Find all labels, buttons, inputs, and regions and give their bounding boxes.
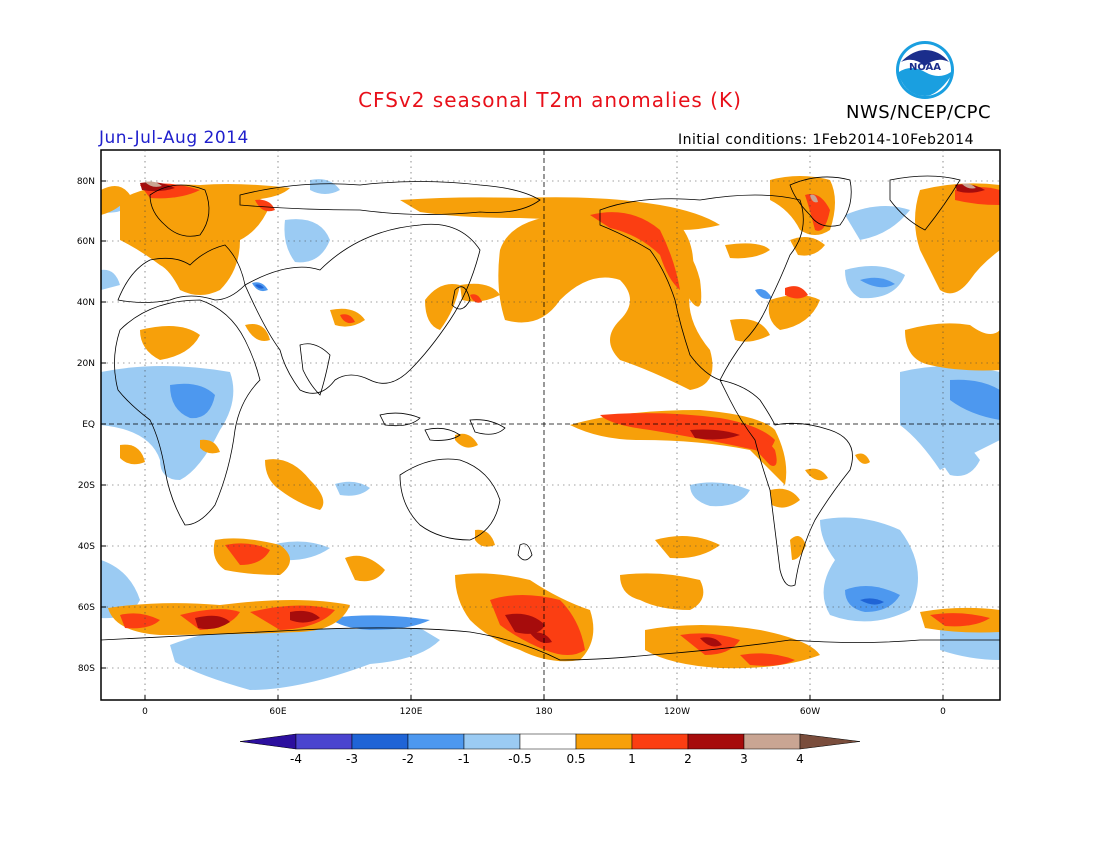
colorbar-bin <box>407 733 465 750</box>
colorbar-label: 1 <box>628 752 636 766</box>
colorbar-bin <box>295 733 353 750</box>
colorbar-bin <box>351 733 409 750</box>
longitude-label: 180 <box>535 707 552 717</box>
colorbar-label: 2 <box>684 752 692 766</box>
chart-title: CFSv2 seasonal T2m anomalies (K) <box>358 88 742 112</box>
antarctic-cold-core <box>330 615 430 630</box>
antarctic-cold-anomaly <box>170 626 440 690</box>
map-frame <box>100 149 1001 701</box>
initial-conditions: Initial conditions: 1Feb2014-10Feb2014 <box>678 132 974 148</box>
longitude-label: 60W <box>800 707 820 717</box>
coastlines <box>101 175 1000 661</box>
colorbar-label: 0.5 <box>566 752 585 766</box>
longitude-label: 120W <box>664 707 690 717</box>
latitude-label: 80S <box>78 664 95 674</box>
colorbar-label: -2 <box>402 752 414 766</box>
colorbar-label: 4 <box>796 752 804 766</box>
colorbar-label: -0.5 <box>508 752 531 766</box>
colorbar-min-triangle <box>239 733 297 750</box>
organization-label: NWS/NCEP/CPC <box>846 102 992 123</box>
latitude-label: 40N <box>77 298 95 308</box>
latitude-label: 40S <box>78 542 95 552</box>
colorbar-bin <box>687 733 745 750</box>
noaa-logo-text: NOAA <box>909 62 941 73</box>
colorbar-label: -1 <box>458 752 470 766</box>
latitude-label: EQ <box>82 420 95 430</box>
colorbar-max-triangle <box>799 733 861 750</box>
longitude-label: 0 <box>940 707 946 717</box>
longitude-label: 120E <box>400 707 423 717</box>
longitude-label: 60E <box>269 707 286 717</box>
colorbar-bin <box>519 733 577 750</box>
forecast-period: Jun-Jul-Aug 2014 <box>99 128 249 148</box>
noaa-logo-icon: NOAA <box>896 41 954 99</box>
colorbar-bin <box>631 733 689 750</box>
colorbar-label: -3 <box>346 752 358 766</box>
latitude-label: 20N <box>77 359 95 369</box>
colorbar-bin <box>463 733 521 750</box>
colorbar-bin <box>575 733 633 750</box>
colorbar-label: 3 <box>740 752 748 766</box>
latitude-label: 20S <box>78 481 95 491</box>
colorbar: -4 -3 -2 -1 -0.5 0.5 1 2 3 4 <box>239 733 861 766</box>
tropical-atlantic-cold-anomaly <box>101 366 234 480</box>
northeast-pacific-warm-anomaly <box>498 211 713 390</box>
latitude-label: 80N <box>77 177 95 187</box>
anomaly-fields <box>101 176 1000 690</box>
map-gridlines <box>101 150 1000 700</box>
longitude-label: 0 <box>142 707 148 717</box>
latitude-label: 60N <box>77 237 95 247</box>
europe-warm-anomaly <box>120 184 270 295</box>
colorbar-label: -4 <box>290 752 302 766</box>
colorbar-bin <box>743 733 801 750</box>
map-axis-labels: 0 60E 120E 180 120W 60W 0 80N 60N 40N 20N EQ 20S 40S 6… <box>77 177 946 717</box>
latitude-label: 60S <box>78 603 95 613</box>
